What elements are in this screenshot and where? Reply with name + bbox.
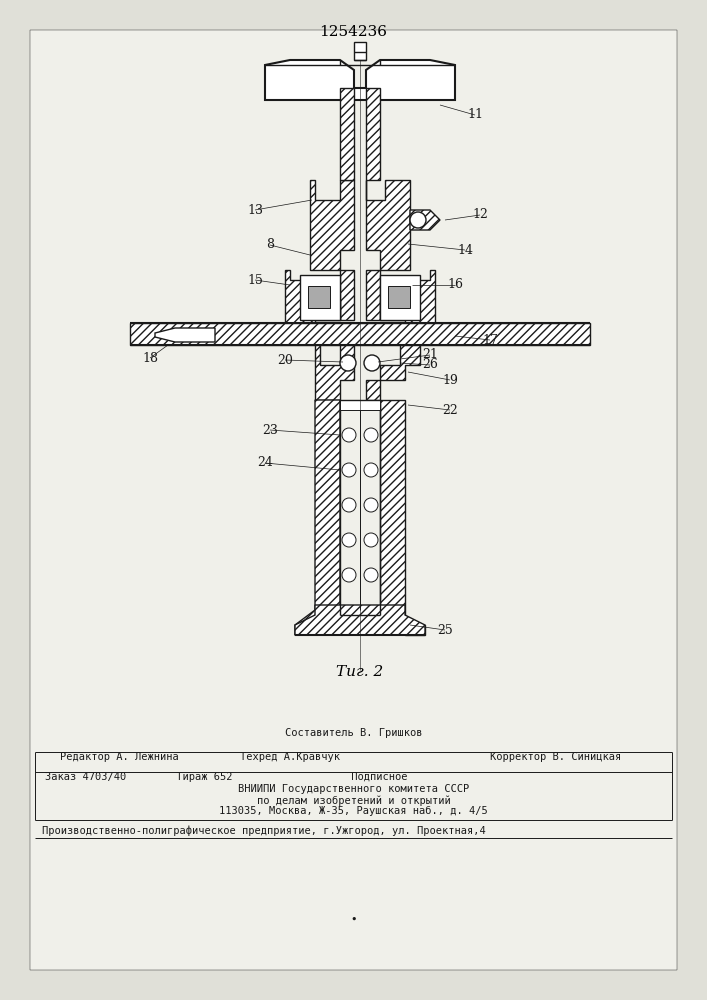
Text: Редактор А. Лежнина: Редактор А. Лежнина <box>60 752 179 762</box>
Polygon shape <box>366 180 410 270</box>
Bar <box>354 42 366 60</box>
Polygon shape <box>265 60 455 100</box>
Text: по делам изобретений и открытий: по делам изобретений и открытий <box>257 795 450 806</box>
Text: 8: 8 <box>266 238 274 251</box>
Text: Заказ 4703/40        Тираж 652                   Подписное: Заказ 4703/40 Тираж 652 Подписное <box>45 772 407 782</box>
Bar <box>340 400 380 410</box>
Bar <box>380 275 420 320</box>
Circle shape <box>342 498 356 512</box>
Text: •: • <box>350 915 357 925</box>
Circle shape <box>364 428 378 442</box>
Text: 25: 25 <box>437 624 453 637</box>
Bar <box>130 323 590 345</box>
Text: 113035, Москва, Ж-35, Раушская наб., д. 4/5: 113035, Москва, Ж-35, Раушская наб., д. … <box>219 806 488 816</box>
Text: Τиг. 2: Τиг. 2 <box>337 665 384 679</box>
Text: 26: 26 <box>422 359 438 371</box>
Circle shape <box>364 533 378 547</box>
Text: 13: 13 <box>247 204 263 217</box>
Circle shape <box>364 498 378 512</box>
Circle shape <box>364 568 378 582</box>
Polygon shape <box>310 180 354 270</box>
Text: 16: 16 <box>447 278 463 292</box>
Bar <box>388 286 410 308</box>
Text: 11: 11 <box>467 108 483 121</box>
Text: 24: 24 <box>257 456 273 470</box>
Bar <box>300 275 340 320</box>
Circle shape <box>364 355 380 371</box>
Text: 20: 20 <box>277 354 293 366</box>
Text: 17: 17 <box>482 334 498 347</box>
Text: 22: 22 <box>442 403 458 416</box>
Text: 18: 18 <box>142 352 158 364</box>
Polygon shape <box>410 210 440 230</box>
Polygon shape <box>295 605 425 635</box>
Text: 19: 19 <box>442 373 458 386</box>
Circle shape <box>342 428 356 442</box>
Polygon shape <box>380 400 425 635</box>
Polygon shape <box>295 400 340 635</box>
Polygon shape <box>366 88 380 180</box>
Text: Производственно-полиграфическое предприятие, г.Ужгород, ул. Проектная,4: Производственно-полиграфическое предприя… <box>42 825 486 836</box>
Circle shape <box>342 463 356 477</box>
Polygon shape <box>285 270 354 340</box>
Text: 23: 23 <box>262 424 278 436</box>
Text: 21: 21 <box>422 349 438 361</box>
Circle shape <box>410 212 426 228</box>
Text: 12: 12 <box>472 209 488 222</box>
Text: Корректор В. Синицкая: Корректор В. Синицкая <box>490 752 621 762</box>
Polygon shape <box>340 88 354 180</box>
Text: Составитель В. Гришков: Составитель В. Гришков <box>285 728 422 738</box>
Polygon shape <box>366 270 435 340</box>
Polygon shape <box>366 345 420 400</box>
Circle shape <box>342 568 356 582</box>
Polygon shape <box>155 328 215 342</box>
Text: Техред А.Кравчук: Техред А.Кравчук <box>240 752 340 762</box>
Circle shape <box>342 533 356 547</box>
Circle shape <box>364 463 378 477</box>
Text: 14: 14 <box>457 243 473 256</box>
Text: 15: 15 <box>247 273 263 286</box>
Circle shape <box>340 355 356 371</box>
Text: ВНИИПИ Государственного комитета СССР: ВНИИПИ Государственного комитета СССР <box>238 784 469 794</box>
Polygon shape <box>315 345 354 400</box>
Text: 1254236: 1254236 <box>320 25 387 39</box>
Bar <box>308 286 330 308</box>
